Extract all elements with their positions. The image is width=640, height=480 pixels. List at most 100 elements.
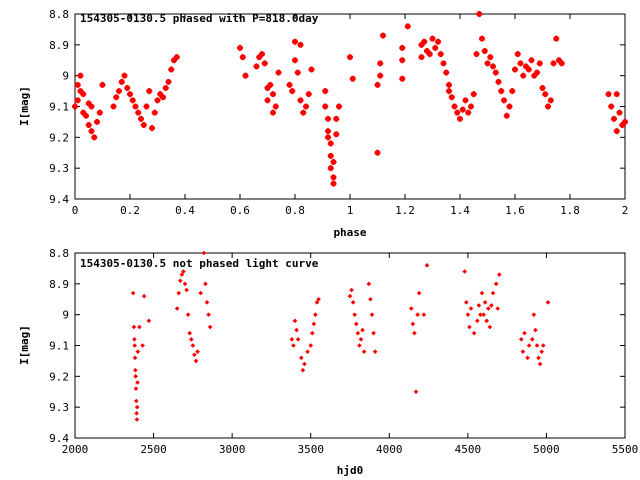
phased-data-point: [446, 81, 452, 88]
unphased-data-point: [130, 290, 136, 296]
unphased-data-point: [525, 355, 530, 361]
phased-data-point: [448, 94, 455, 101]
unphased-data-point: [482, 300, 488, 305]
phased-data-point: [539, 85, 546, 91]
phased-data-point: [347, 54, 353, 61]
phased-data-point: [124, 85, 131, 91]
phased-data-point: [116, 88, 122, 95]
unphased-data-point: [291, 343, 296, 348]
phased-data-point: [330, 159, 337, 165]
unphased-data-point: [531, 312, 537, 317]
phased-data-point: [327, 140, 334, 147]
unphased-data-point: [353, 321, 359, 327]
phased-data-point: [531, 72, 538, 79]
phased-data-point: [547, 97, 554, 104]
unphased-data-point: [372, 349, 378, 354]
unphased-data-point: [137, 324, 142, 330]
phased-data-point: [558, 60, 565, 67]
unphased-data-point: [133, 374, 138, 379]
phased-data-point: [88, 103, 95, 110]
phased-data-point: [157, 91, 164, 98]
phased-x-tick-label: 1.4: [450, 204, 470, 217]
phased-data-point: [506, 103, 513, 110]
unphased-data-point: [182, 281, 188, 287]
phased-data-point: [523, 63, 529, 70]
unphased-data-point: [529, 337, 535, 342]
unphased-data-point: [357, 343, 362, 348]
phased-data-point: [525, 66, 532, 73]
phased-data-point: [349, 75, 356, 82]
phased-data-point: [292, 57, 298, 64]
phased-data-point: [294, 69, 301, 76]
phased-data-point: [421, 38, 428, 45]
phased-data-point: [127, 91, 133, 98]
phased-data-point: [380, 32, 386, 39]
phased-x-tick-label: 0: [72, 204, 79, 217]
unphased-data-point: [487, 324, 493, 330]
unphased-data-point: [300, 367, 306, 373]
phased-data-point: [146, 88, 153, 95]
phased-data-point: [327, 152, 334, 159]
phased-data-point: [503, 112, 510, 119]
unphased-data-point: [302, 361, 307, 367]
phased-data-point: [437, 51, 444, 58]
phased-y-tick-label: 9.3: [49, 162, 69, 175]
phased-data-point: [418, 54, 425, 61]
unphased-data-point: [131, 324, 137, 330]
unphased-x-tick-label: 4000: [376, 443, 403, 456]
phased-data-point: [91, 134, 98, 141]
phased-data-point: [275, 69, 282, 76]
unphased-data-point: [184, 287, 189, 293]
unphased-data-point: [421, 312, 427, 317]
unphased-data-point: [176, 290, 182, 296]
phased-x-tick-label: 1.2: [395, 204, 415, 217]
phased-data-point: [165, 78, 172, 85]
phased-data-point: [377, 60, 384, 67]
unphased-data-point: [490, 290, 496, 296]
phased-data-point: [399, 44, 406, 51]
unphased-data-point: [201, 250, 207, 256]
unphased-data-point: [292, 318, 298, 324]
unphased-data-point: [135, 349, 141, 354]
phased-data-point: [85, 122, 92, 128]
unphased-data-point: [298, 355, 304, 361]
unphased-data-point: [467, 324, 472, 330]
unphased-y-tick-label: 8.9: [49, 278, 69, 291]
unphased-data-point: [206, 312, 211, 317]
unphased-data-point: [412, 330, 417, 336]
unphased-plot-title: 154305-0130.5 not phased light curve: [80, 257, 319, 270]
phased-data-point: [77, 88, 84, 95]
phased-data-point: [462, 97, 469, 104]
unphased-data-point: [522, 330, 527, 336]
phased-data-point: [96, 109, 103, 116]
phased-data-point: [608, 103, 615, 110]
unphased-data-point: [485, 306, 491, 311]
unphased-data-point: [295, 337, 301, 342]
unphased-data-point: [133, 367, 138, 373]
phased-data-point: [138, 115, 144, 122]
phased-data-point: [426, 51, 433, 58]
unphased-data-point: [146, 318, 152, 324]
unphased-data-point: [289, 337, 295, 342]
phased-data-point: [303, 103, 309, 110]
unphased-data-point: [424, 263, 430, 268]
phased-data-point: [99, 81, 106, 88]
phased-data-point: [619, 122, 626, 128]
unphased-y-tick-label: 9.3: [49, 401, 69, 414]
unphased-data-point: [207, 324, 213, 330]
phased-x-tick-label: 0.4: [175, 204, 195, 217]
phased-data-point: [542, 91, 549, 98]
unphased-x-tick-label: 3500: [297, 443, 324, 456]
unphased-data-point: [135, 380, 140, 385]
unphased-data-point: [316, 296, 321, 302]
unphased-data-point: [311, 321, 317, 327]
unphased-data-point: [415, 312, 420, 317]
phased-data-point: [492, 69, 499, 76]
phased-data-point: [399, 57, 406, 64]
phased-x-tick-label: 1: [347, 204, 354, 217]
unphased-data-point: [408, 306, 414, 311]
unphased-data-point: [534, 343, 540, 348]
phased-data-point: [517, 60, 524, 67]
phased-data-point: [330, 180, 337, 187]
unphased-data-point: [366, 281, 372, 287]
